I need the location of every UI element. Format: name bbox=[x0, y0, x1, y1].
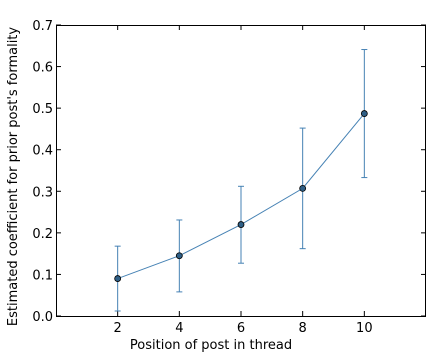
data-point bbox=[114, 275, 122, 282]
y-tick-label: 0.1 bbox=[32, 268, 53, 283]
x-tick-label: 4 bbox=[175, 321, 183, 336]
y-axis-title: Estimated coefficient for prior post's f… bbox=[6, 27, 21, 326]
y-tick-label: 0.2 bbox=[32, 227, 53, 242]
x-axis-title: Position of post in thread bbox=[130, 338, 292, 353]
data-point bbox=[175, 252, 183, 260]
x-tick-label: 2 bbox=[114, 321, 122, 336]
y-tick-label: 0.4 bbox=[32, 144, 53, 159]
data-point bbox=[299, 184, 307, 192]
y-tick-label: 0.6 bbox=[32, 61, 53, 76]
x-tick-label: 8 bbox=[299, 321, 307, 336]
y-tick-label: 0.3 bbox=[32, 185, 53, 200]
plot-area: 2 4 6 8 10 0.0 0.1 0.2 0.3 0.4 0.5 0.6 0.7 bbox=[32, 19, 426, 336]
y-tick-label: 0.5 bbox=[32, 102, 53, 117]
x-tick-label: 6 bbox=[237, 321, 245, 336]
series-layer bbox=[114, 49, 368, 312]
x-axis: 2 4 6 8 10 bbox=[114, 25, 373, 336]
x-tick-label: 10 bbox=[356, 321, 373, 336]
data-point bbox=[360, 110, 368, 117]
plot-frame bbox=[56, 25, 426, 317]
y-tick-label: 0.0 bbox=[32, 310, 53, 325]
data-point bbox=[237, 221, 245, 228]
y-axis: 0.0 0.1 0.2 0.3 0.4 0.5 0.6 0.7 bbox=[32, 19, 426, 325]
y-tick-label: 0.7 bbox=[32, 19, 53, 34]
